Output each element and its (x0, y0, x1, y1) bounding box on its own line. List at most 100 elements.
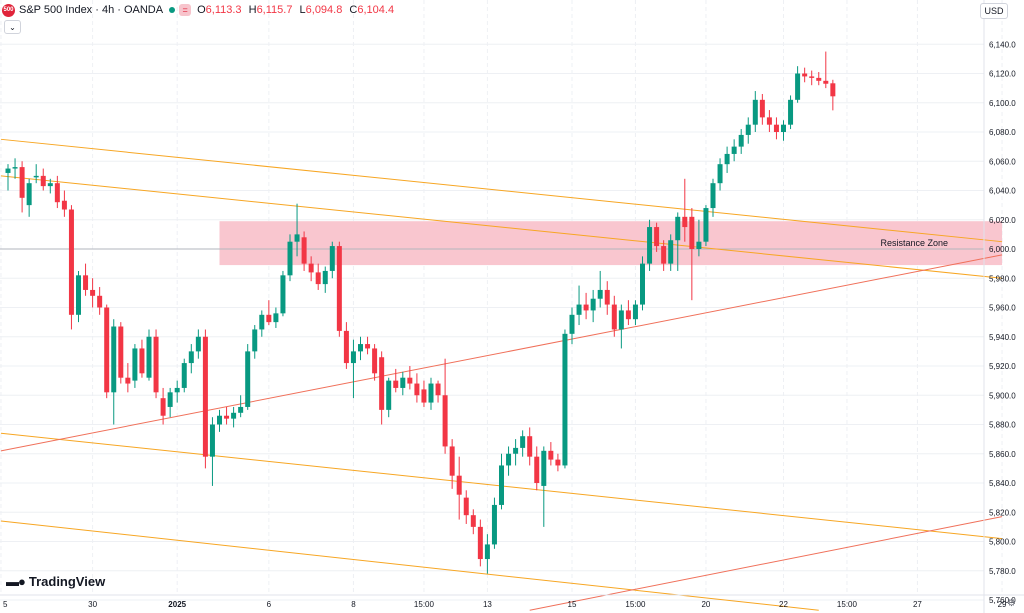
symbol-title[interactable]: S&P 500 Index · 4h · OANDA (19, 4, 164, 16)
candle-down (470, 509, 476, 535)
candle-down (830, 79, 836, 111)
candle-body (506, 453, 512, 466)
candle-body (61, 200, 67, 210)
candle-body (738, 134, 744, 147)
candle-body (153, 336, 159, 393)
candle-down (160, 387, 166, 425)
candle-down (604, 281, 610, 315)
candle-body (365, 344, 371, 349)
candle-up (668, 234, 674, 271)
candle-body (463, 497, 469, 516)
candle-body (788, 99, 794, 125)
candles (5, 51, 836, 574)
candle-up (428, 377, 434, 410)
candle-down (90, 278, 96, 308)
candle-up (400, 371, 406, 396)
candle-up (541, 446, 547, 527)
candle-body (759, 99, 765, 118)
candle-down (54, 175, 60, 209)
candle-down (555, 453, 561, 472)
candle-up (217, 409, 222, 432)
candle-up (5, 164, 11, 191)
candle-body (350, 351, 356, 364)
candle-down (583, 292, 589, 320)
candle-body (217, 415, 222, 425)
candle-down (83, 263, 89, 296)
candle-body (76, 275, 81, 315)
candle-body (442, 395, 448, 447)
candle-body (301, 237, 307, 264)
candle-body (625, 310, 631, 320)
candle-down (611, 295, 617, 337)
candle-down (759, 93, 765, 125)
price-tick-label: 6,020.0 (989, 216, 1016, 225)
candle-body (717, 164, 723, 184)
candle-body (125, 377, 131, 384)
candle-up (188, 344, 194, 374)
price-tick-label: 5,880.0 (989, 421, 1016, 430)
candle-up (675, 212, 681, 271)
candle-body (26, 183, 32, 206)
currency-button[interactable]: USD (980, 3, 1008, 19)
candle-body (407, 377, 413, 384)
candle-down (463, 490, 469, 524)
candle-down (802, 67, 808, 83)
candle-up (167, 387, 173, 418)
close-value: 6,104.4 (357, 4, 395, 16)
candle-down (139, 339, 145, 378)
candle-body (696, 241, 702, 249)
time-tick-label: 20 (701, 600, 710, 609)
candle-body (477, 526, 483, 560)
candle-body (802, 73, 808, 77)
candle-body (322, 270, 328, 285)
compare-icon[interactable]: = (179, 4, 192, 16)
candle-body (499, 465, 504, 505)
candle-up (329, 241, 335, 279)
candle-up (597, 270, 603, 308)
candle-body (273, 313, 279, 323)
candle-up (788, 95, 794, 130)
candle-up (12, 158, 18, 179)
symbol-header[interactable]: 500 S&P 500 Index · 4h · OANDA = O6,113.… (2, 2, 398, 18)
candle-down (202, 329, 208, 469)
price-tick-label: 6,080.0 (989, 128, 1016, 137)
candle-body (245, 351, 251, 407)
candle-down (449, 439, 455, 489)
chevron-down-icon[interactable]: ⌄ (4, 20, 21, 34)
candle-down (301, 231, 307, 271)
candle-down (414, 373, 420, 403)
gear-icon[interactable]: ⚙ (1007, 598, 1016, 609)
candle-up (647, 219, 653, 271)
candle-down (97, 287, 103, 315)
candle-body (576, 304, 582, 315)
candle-body (583, 304, 589, 311)
candle-up (499, 453, 504, 510)
candle-body (647, 227, 653, 264)
candle-body (336, 246, 342, 331)
candle-body (287, 241, 293, 276)
candle-body (682, 216, 688, 228)
price-axis[interactable]: 5,760.0 5,780.0 5,800.0 5,820.0 5,840.0 5,860… (989, 40, 1016, 605)
candle-up (640, 256, 645, 311)
candle-up (703, 205, 709, 247)
candle-body (520, 436, 526, 448)
candle-body (491, 504, 497, 545)
candle-down (315, 263, 321, 290)
candle-down (689, 208, 695, 301)
candle-body (111, 326, 117, 393)
candle-body (816, 77, 822, 81)
candle-down (336, 241, 342, 337)
time-axis[interactable]: 5 30 2025 6 8 15:00 13 15 15:00 20 22 15:00 27 29 (3, 600, 1007, 609)
candle-body (569, 314, 575, 334)
tradingview-logo[interactable]: ▬● TradingView (6, 574, 105, 589)
candle-down (548, 442, 554, 466)
candle-up (506, 446, 512, 476)
candle-down (40, 168, 46, 191)
price-tick-label: 5,760.0 (989, 596, 1016, 605)
candle-body (68, 209, 74, 315)
candle-body (259, 314, 265, 330)
candle-down (68, 205, 74, 330)
candle-down (421, 380, 427, 407)
candle-down (61, 190, 67, 217)
